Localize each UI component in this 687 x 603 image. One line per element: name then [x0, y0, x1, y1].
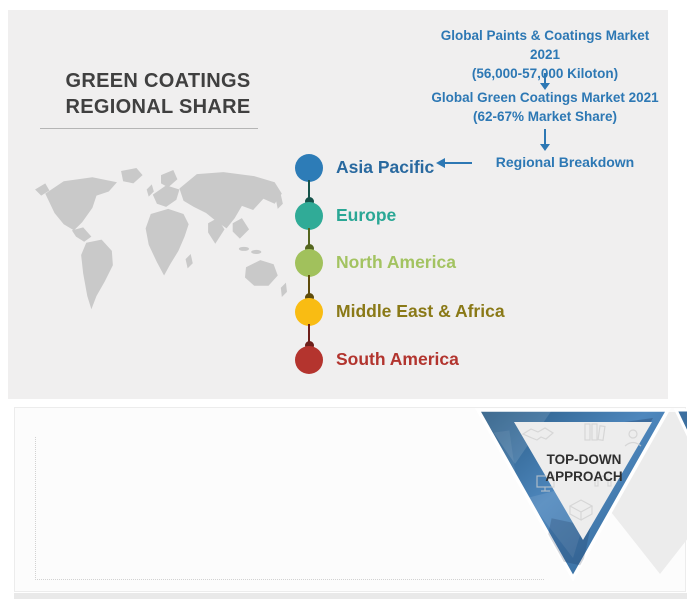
- south-america-circle: [295, 346, 323, 374]
- europe-circle: [295, 202, 323, 230]
- region-label: North America: [336, 252, 456, 272]
- monitor-icon: [536, 475, 555, 492]
- regional-share-panel: GREEN COATINGS REGIONAL SHARE: [8, 10, 668, 399]
- card-bottom-shadow: [14, 593, 687, 599]
- flow-text: Global Paints & Coatings Market: [440, 28, 650, 43]
- middle-east-africa-circle: [295, 298, 323, 326]
- connector-dot: [305, 293, 314, 302]
- headset-icon: [594, 475, 612, 487]
- page-title-line2: REGIONAL SHARE: [65, 96, 251, 118]
- asia-pacific-circle: [295, 154, 323, 182]
- north-america-circle: [295, 249, 323, 277]
- flow-text: (62-67% Market Share): [472, 109, 618, 124]
- back-blue-triangle: [673, 408, 687, 437]
- open-book-icon: [568, 499, 594, 522]
- connector-dot: [305, 341, 314, 350]
- flow-text: Global Green Coatings Market 2021: [431, 90, 659, 105]
- left-arrow-icon: [436, 158, 472, 168]
- books-icon: [584, 423, 606, 442]
- handshake-icon: [521, 427, 555, 441]
- top-down-approach-funnel: TOP-DOWN APPROACH: [475, 408, 687, 582]
- funnel-label-line2: APPROACH: [545, 469, 622, 484]
- dotted-guide-lines: [35, 437, 544, 580]
- flow-step-green-coatings-market: Global Green Coatings Market 2021 (62-67…: [408, 88, 682, 126]
- region-label: South America: [336, 349, 459, 369]
- connector-dot: [305, 244, 314, 253]
- person-icon: [624, 429, 642, 447]
- inner-light-triangle: [514, 422, 652, 540]
- connector-dot: [305, 197, 314, 206]
- region-label: Middle East & Africa: [336, 301, 505, 321]
- title-divider: [40, 128, 258, 129]
- flow-text: 2021: [529, 47, 561, 62]
- region-label: Europe: [336, 205, 397, 225]
- region-label: Asia Pacific: [336, 157, 435, 177]
- down-arrow-icon: [540, 129, 550, 151]
- flow-step-regional-breakdown: Regional Breakdown: [495, 154, 635, 170]
- page-title: GREEN COATINGS REGIONAL SHARE: [28, 68, 288, 120]
- funnel-label-line1: TOP-DOWN: [547, 452, 622, 467]
- world-map: [35, 167, 287, 310]
- down-arrow-icon: [540, 73, 550, 90]
- page-title-line1: GREEN COATINGS: [65, 70, 251, 92]
